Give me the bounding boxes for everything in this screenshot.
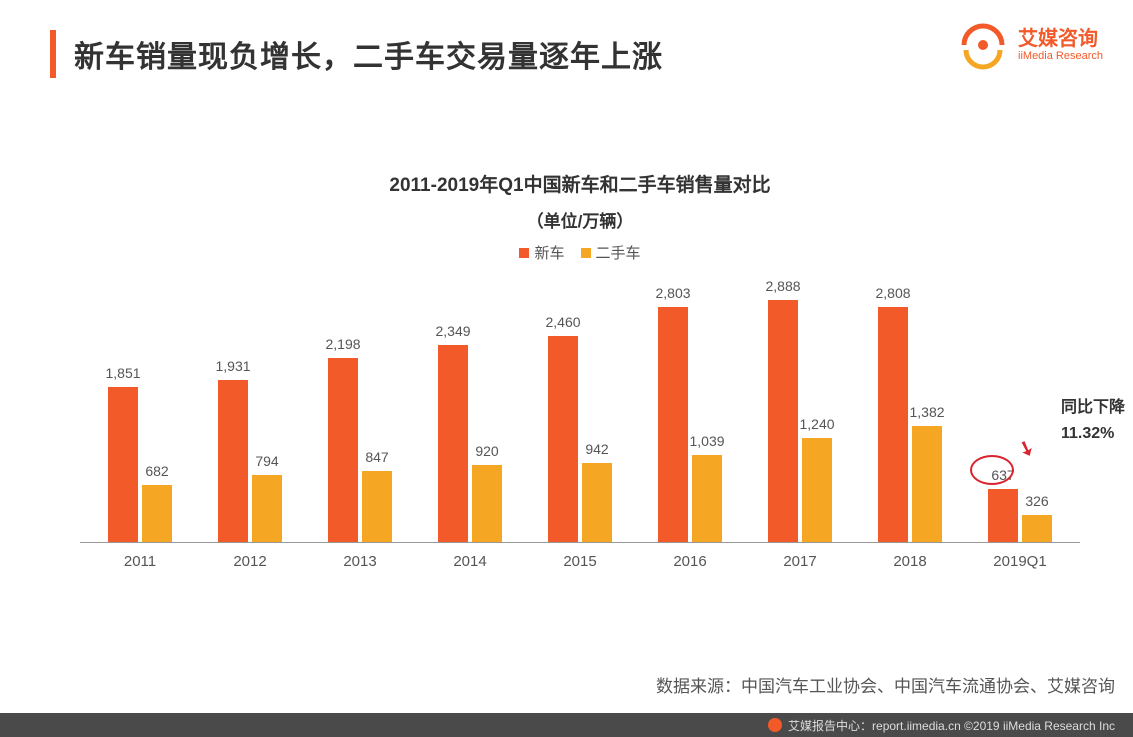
- bar-group: 1,931794: [195, 380, 305, 542]
- bar: 1,240: [802, 438, 832, 542]
- bar: 637: [988, 489, 1018, 542]
- x-axis-labels: 201120122013201420152016201720182019Q1: [80, 543, 1080, 570]
- bar-value-label: 1,931: [215, 358, 250, 374]
- bar-value-label: 1,382: [909, 404, 944, 420]
- logo-en: iiMedia Research: [1018, 50, 1103, 62]
- bar: 794: [252, 475, 282, 542]
- bar-value-label: 1,039: [689, 433, 724, 449]
- x-axis-label: 2012: [195, 553, 305, 570]
- bar-group: 2,349920: [415, 345, 525, 542]
- logo-text: 艾媒咨询 iiMedia Research: [1018, 28, 1103, 62]
- x-axis-label: 2018: [855, 553, 965, 570]
- bar: 2,198: [328, 358, 358, 542]
- x-axis-label: 2016: [635, 553, 745, 570]
- chart-area: 2011-2019年Q1中国新车和二手车销售量对比 （单位/万辆） 新车二手车 …: [80, 170, 1080, 570]
- bar: 942: [582, 463, 612, 542]
- bar-group: 2,198847: [305, 358, 415, 542]
- logo-cn: 艾媒咨询: [1018, 28, 1103, 50]
- legend-label: 新车: [534, 242, 564, 263]
- x-axis-label: 2019Q1: [965, 553, 1075, 570]
- bar: 326: [1022, 515, 1052, 542]
- bar: 2,803: [658, 307, 688, 542]
- annotation-line2: 11.32%: [1061, 421, 1125, 447]
- legend-item: 二手车: [581, 242, 641, 263]
- bar-value-label: 920: [475, 443, 498, 459]
- x-axis-label: 2013: [305, 553, 415, 570]
- bar: 682: [142, 485, 172, 542]
- bar-value-label: 2,888: [765, 278, 800, 294]
- bar-value-label: 682: [145, 463, 168, 479]
- legend-label: 二手车: [596, 242, 641, 263]
- bar: 1,039: [692, 455, 722, 542]
- bar-value-label: 637: [991, 467, 1014, 483]
- bar-value-label: 794: [255, 453, 278, 469]
- bar-group: 637326: [965, 489, 1075, 542]
- bar-value-label: 2,803: [655, 285, 690, 301]
- header: 新车销量现负增长，二手车交易量逐年上涨: [50, 30, 663, 78]
- bars-container: 1,8516821,9317942,1988472,3499202,460942…: [80, 283, 1080, 543]
- bar-value-label: 1,240: [799, 416, 834, 432]
- bar-group: 2,460942: [525, 336, 635, 542]
- page-title: 新车销量现负增长，二手车交易量逐年上涨: [74, 32, 663, 76]
- bar-value-label: 326: [1025, 493, 1048, 509]
- legend-swatch: [581, 248, 591, 258]
- bar: 1,931: [218, 380, 248, 542]
- bar-value-label: 2,198: [325, 336, 360, 352]
- bar-value-label: 1,851: [105, 365, 140, 381]
- bar: 920: [472, 465, 502, 542]
- x-axis-label: 2014: [415, 553, 525, 570]
- chart-legend: 新车 二手车: [80, 242, 1080, 263]
- bar: 2,349: [438, 345, 468, 542]
- legend-swatch: [519, 248, 529, 258]
- bar-value-label: 2,460: [545, 314, 580, 330]
- annotation-line1: 同比下降: [1061, 395, 1125, 421]
- annotation: 同比下降 11.32%: [1061, 395, 1125, 446]
- bar-group: 2,8031,039: [635, 307, 745, 542]
- footer-text: 艾媒报告中心：report.iimedia.cn ©2019 iiMedia R…: [788, 717, 1115, 734]
- chart-title: 2011-2019年Q1中国新车和二手车销售量对比: [80, 170, 1080, 197]
- x-axis-label: 2011: [85, 553, 195, 570]
- bar: 1,382: [912, 426, 942, 542]
- bar: 847: [362, 471, 392, 542]
- accent-bar: [50, 30, 56, 78]
- brand-logo: 艾媒咨询 iiMedia Research: [958, 20, 1103, 70]
- bar-value-label: 847: [365, 449, 388, 465]
- bar: 2,808: [878, 307, 908, 543]
- bar: 2,460: [548, 336, 578, 542]
- chart-subtitle: （单位/万辆）: [80, 207, 1080, 232]
- footer: 艾媒报告中心：report.iimedia.cn ©2019 iiMedia R…: [0, 713, 1133, 737]
- footer-logo-icon: [768, 718, 782, 732]
- bar-value-label: 942: [585, 441, 608, 457]
- bar-group: 1,851682: [85, 387, 195, 542]
- bar: 1,851: [108, 387, 138, 542]
- data-source: 数据来源：中国汽车工业协会、中国汽车流通协会、艾媒咨询: [656, 672, 1115, 697]
- bar: 2,888: [768, 300, 798, 542]
- bar-value-label: 2,808: [875, 285, 910, 301]
- bar-group: 2,8881,240: [745, 300, 855, 542]
- x-axis-label: 2015: [525, 553, 635, 570]
- bar-group: 2,8081,382: [855, 307, 965, 543]
- x-axis-label: 2017: [745, 553, 855, 570]
- legend-item: 新车: [519, 242, 564, 263]
- logo-icon: [958, 20, 1008, 70]
- bar-value-label: 2,349: [435, 323, 470, 339]
